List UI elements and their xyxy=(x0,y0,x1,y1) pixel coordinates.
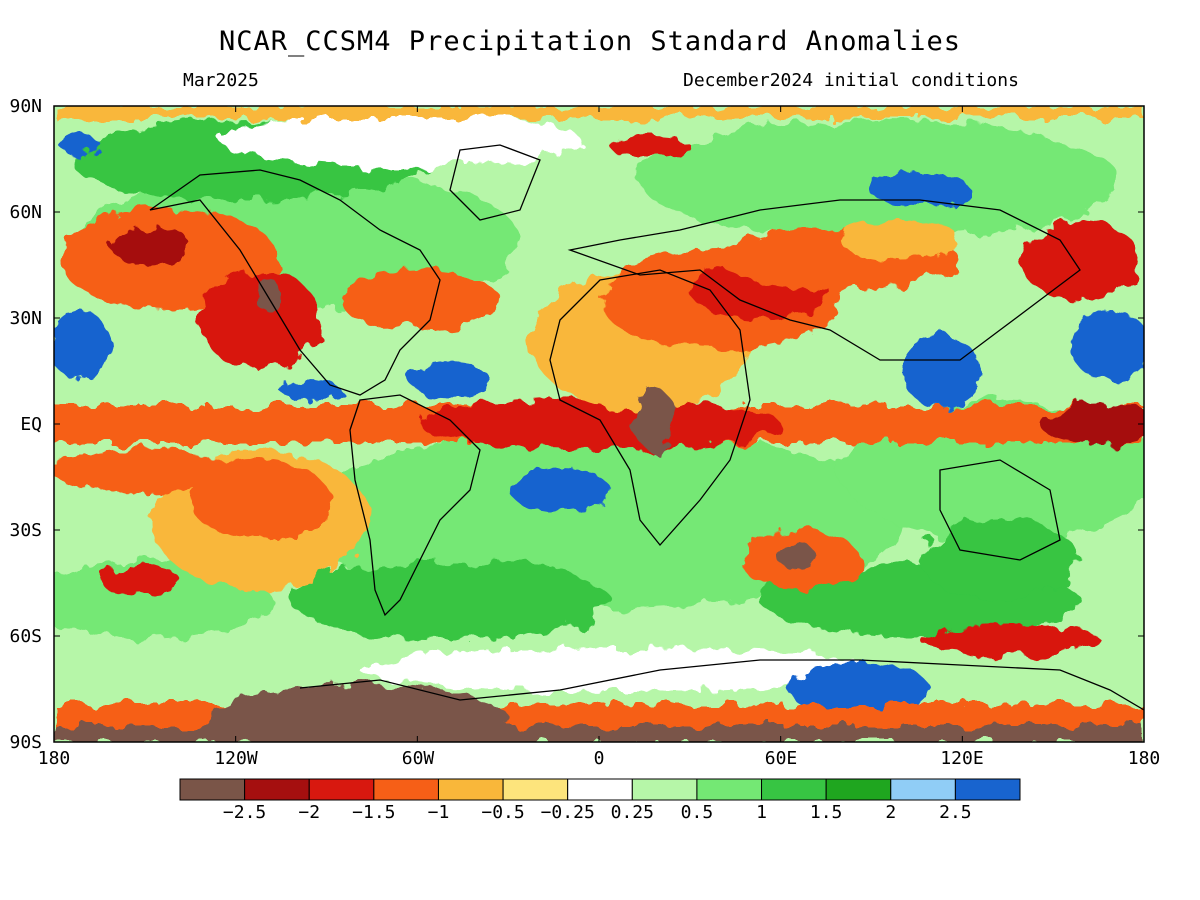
colorbar-label: −1 xyxy=(427,802,450,823)
lat-label-90n: 90N xyxy=(9,96,42,117)
colorbar-label: 0.5 xyxy=(680,802,714,823)
colorbar-swatch xyxy=(308,778,375,801)
lat-label-60s: 60S xyxy=(9,626,42,647)
lon-label-180w: 180 xyxy=(37,748,71,769)
lon-label-180e: 180 xyxy=(1127,748,1161,769)
colorbar-swatch xyxy=(631,778,698,801)
lon-label-60w: 60W xyxy=(401,748,435,769)
lon-label-120e: 120E xyxy=(940,748,984,769)
lat-label-eq: EQ xyxy=(20,414,42,435)
colorbar-label: 1 xyxy=(756,802,767,823)
colorbar-swatch xyxy=(954,778,1021,801)
colorbar-swatch xyxy=(437,778,504,801)
colorbar-swatch xyxy=(244,778,310,801)
lon-label-60e: 60E xyxy=(764,748,798,769)
map-title: NCAR_CCSM4 Precipitation Standard Anomal… xyxy=(219,26,961,57)
colorbar-swatch xyxy=(696,778,763,801)
colorbar-label: −1.5 xyxy=(352,802,396,823)
initial-conditions-label: December2024 initial conditions xyxy=(683,70,1019,91)
colorbar-swatch xyxy=(567,778,633,801)
colorbar-label: 1.5 xyxy=(809,802,843,823)
colorbar-label: −2 xyxy=(298,802,321,823)
colorbar-label: 0.25 xyxy=(610,802,654,823)
colorbar-label: −2.5 xyxy=(222,802,267,823)
colorbar-swatch xyxy=(179,778,246,801)
axis-ticks xyxy=(53,105,1145,743)
lat-label-60n: 60N xyxy=(9,202,42,223)
colorbar-swatch xyxy=(502,778,569,801)
lat-label-30s: 30S xyxy=(9,520,42,541)
lat-label-90s: 90S xyxy=(9,732,42,753)
coastlines xyxy=(149,144,1144,711)
colorbar-swatch xyxy=(761,778,827,801)
lon-label-120w: 120W xyxy=(214,748,258,769)
valid-month-label: Mar2025 xyxy=(183,70,259,91)
colorbar-label: 2.5 xyxy=(939,802,972,823)
lat-label-30n: 30N xyxy=(9,308,42,329)
colorbar-label: −0.25 xyxy=(540,802,595,823)
colorbar xyxy=(179,778,1021,801)
map-field xyxy=(54,106,1144,742)
colorbar-swatch xyxy=(890,778,956,801)
colorbar-swatch xyxy=(825,778,892,801)
colorbar-label: 2 xyxy=(885,802,897,823)
colorbar-swatch xyxy=(373,778,439,801)
lon-label-0: 0 xyxy=(593,748,605,769)
colorbar-label: −0.5 xyxy=(481,802,525,823)
